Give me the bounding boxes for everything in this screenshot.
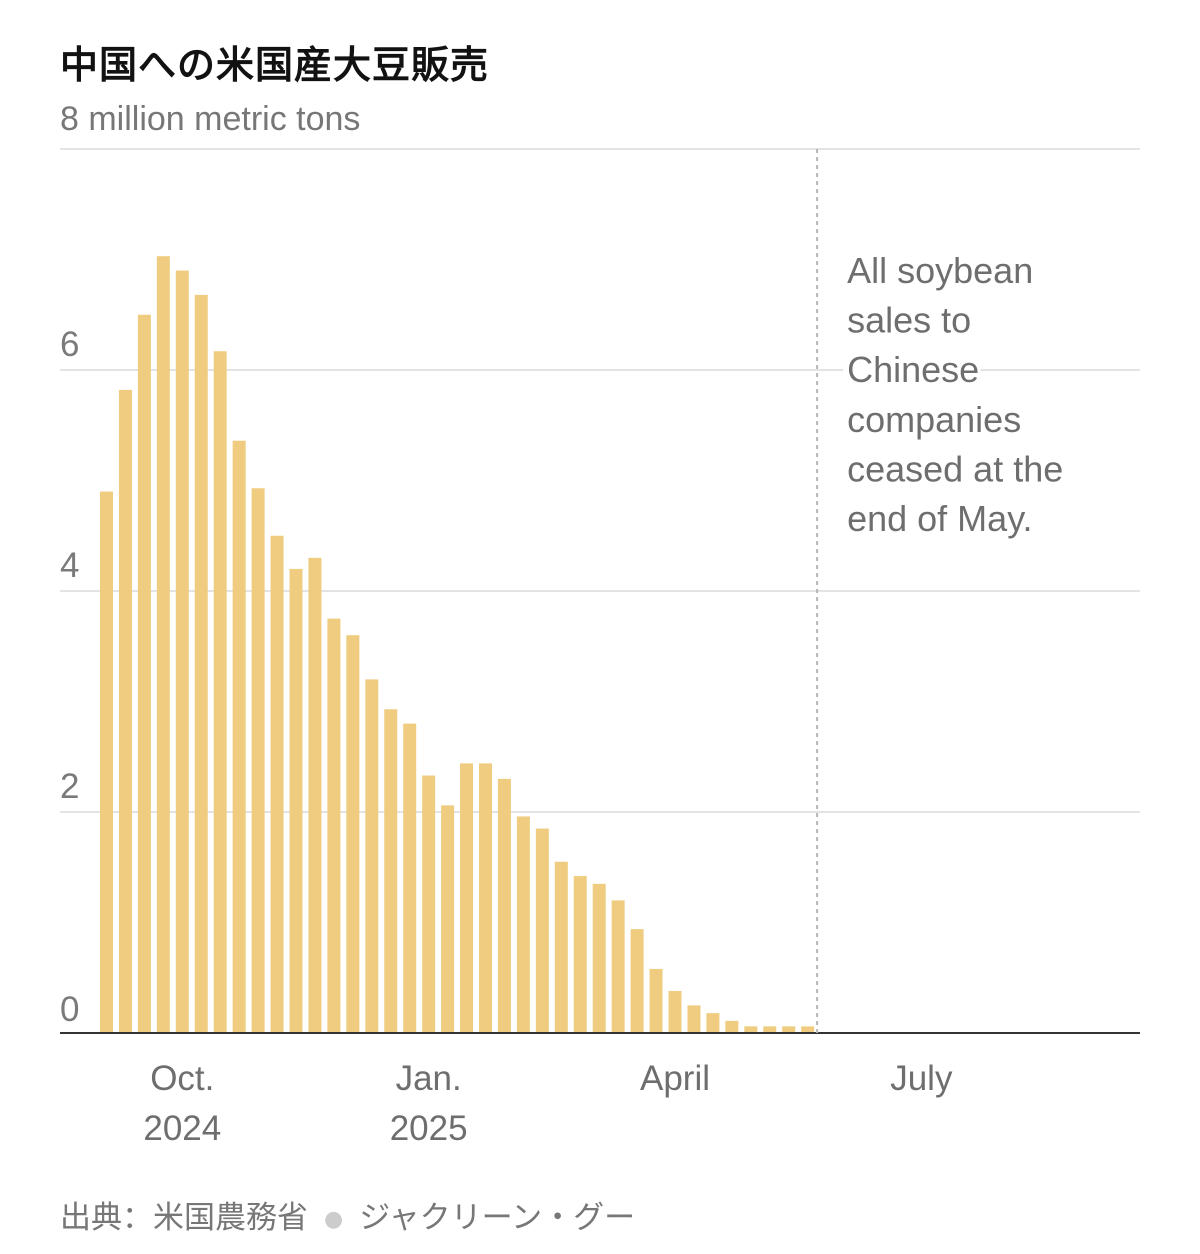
bar [649, 968, 663, 1033]
annotation-text-backdrop [843, 501, 1055, 541]
source-text: 出典：米国農務省 [60, 1200, 308, 1236]
bar [706, 1013, 720, 1033]
chart-title: 中国への米国産大豆販売 [60, 43, 490, 87]
bar [365, 679, 379, 1033]
annotation-layer: All soybean sales to Chinese companies cease… [816, 149, 1092, 1033]
separator-dot-icon: ● [324, 1207, 344, 1232]
x-tick-year-label: 2024 [143, 1109, 221, 1148]
annotation-text-backdrop [843, 451, 1092, 492]
bar [460, 763, 474, 1033]
bar-layer [100, 256, 815, 1034]
bar [516, 816, 530, 1033]
bar [422, 775, 436, 1033]
bar [403, 723, 417, 1033]
y-tick-label: 2 [60, 767, 79, 806]
bar [668, 991, 682, 1033]
annotation-text-backdrop [843, 302, 1000, 343]
bar [308, 557, 322, 1033]
bar [497, 778, 511, 1033]
bar [763, 1026, 777, 1033]
source-line: 出典：米国農務省 ● ジャクリーン・グー [60, 1192, 635, 1237]
bar [156, 256, 170, 1033]
x-tick-label: Oct. [150, 1059, 214, 1098]
bar [213, 351, 227, 1034]
annotation-text-line: Chinese [847, 349, 979, 390]
x-tick-label: April [640, 1059, 710, 1098]
bar [441, 805, 455, 1033]
bar [801, 1026, 815, 1033]
annotation-text-backdrop [843, 401, 1018, 442]
y-tick-label: 6 [60, 325, 79, 364]
bar [479, 763, 492, 1033]
x-tick-year-label: 2025 [390, 1109, 468, 1148]
bar [573, 876, 587, 1033]
annotation-text-line: companies [847, 399, 1021, 440]
credit-text: ジャクリーン・グー [359, 1200, 636, 1236]
x-tick-label: July [890, 1059, 953, 1098]
bar [289, 568, 303, 1033]
x-tick-label: Jan. [396, 1059, 462, 1098]
bar [137, 314, 151, 1033]
bar [725, 1020, 739, 1033]
bar [744, 1026, 758, 1033]
bar [251, 488, 265, 1033]
bar [384, 709, 398, 1033]
bar [270, 535, 284, 1033]
bar [611, 900, 625, 1033]
annotation-text-line: All soybean [847, 250, 1033, 291]
bar [346, 635, 360, 1033]
bar [592, 883, 606, 1033]
annotation-text-line: sales to [847, 300, 971, 341]
annotation-text-backdrop [843, 253, 1055, 293]
axis-layer: 0 2 4 6 Oct. 2024 Jan. 2025 April July [60, 325, 1140, 1148]
annotation-text-backdrop [843, 352, 981, 393]
bar [687, 1005, 701, 1033]
bar [194, 294, 208, 1033]
bar [327, 618, 341, 1033]
bar [554, 861, 568, 1033]
bar [535, 828, 549, 1033]
bar [782, 1026, 796, 1033]
bar [232, 440, 246, 1034]
bar [630, 929, 644, 1033]
bar [100, 491, 113, 1033]
chart-subtitle: 8 million metric tons [60, 100, 361, 138]
annotation-text-line: end of May. [847, 498, 1032, 539]
bar [175, 270, 189, 1033]
y-tick-label: 4 [60, 546, 79, 585]
bar [118, 389, 132, 1033]
annotation-text-line: ceased at the [847, 448, 1063, 489]
y-tick-label: 0 [60, 990, 79, 1029]
